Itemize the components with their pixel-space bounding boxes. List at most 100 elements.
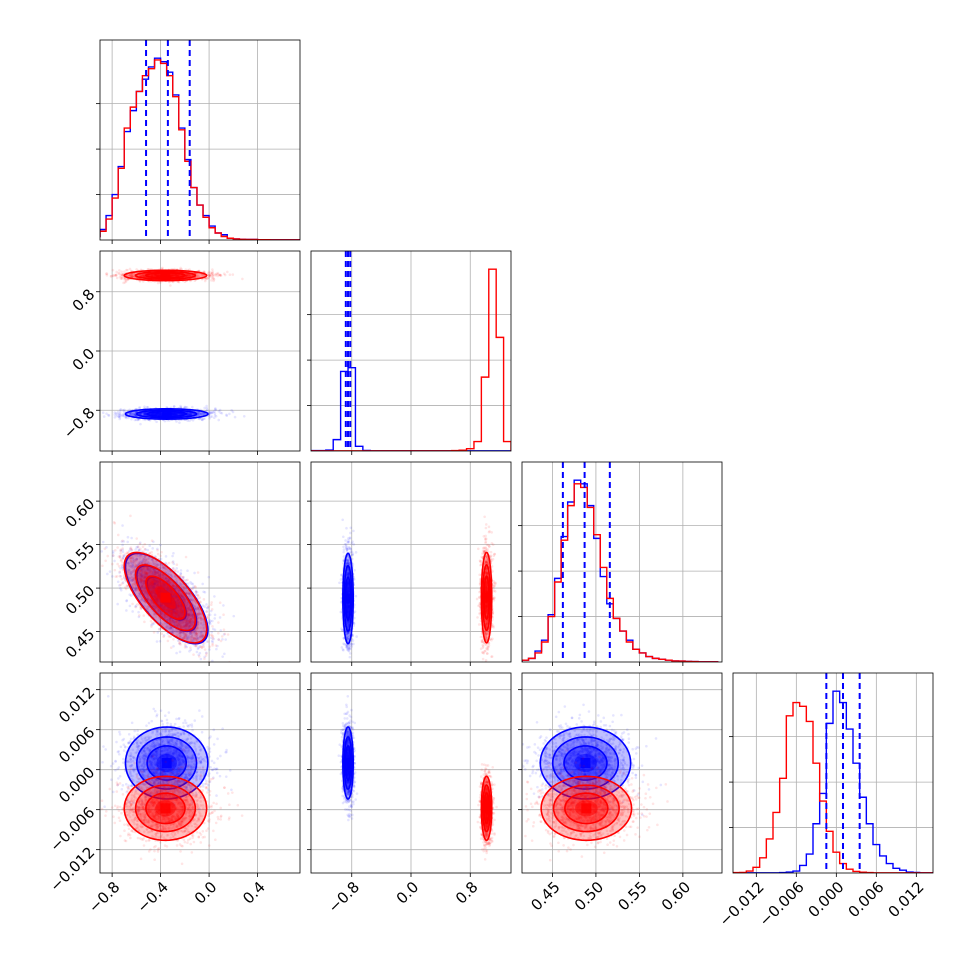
scatter-point (156, 583, 159, 587)
histogram-red-0 (100, 59, 300, 240)
scatter-point (144, 560, 148, 563)
scatter-point (165, 623, 168, 626)
scatter-point (176, 603, 180, 607)
scatter-point (161, 566, 165, 570)
scatter-point (131, 413, 134, 417)
scatter-point (175, 273, 179, 277)
scatter-point (197, 273, 201, 277)
scatter-point (173, 611, 176, 614)
scatter-point (162, 583, 166, 587)
scatter-point (142, 614, 146, 617)
scatter-point (151, 412, 154, 416)
scatter-point (148, 585, 152, 589)
scatter-point (151, 572, 155, 576)
scatter-point (198, 600, 202, 603)
scatter-point (222, 272, 226, 276)
scatter-point (188, 268, 191, 271)
x-tick-label: −0.006 (756, 878, 808, 930)
scatter-point (107, 414, 111, 417)
scatter-point (171, 627, 174, 630)
scatter-point (203, 279, 207, 283)
scatter-point (123, 270, 126, 273)
scatter-point (113, 413, 117, 416)
scatter-point (140, 274, 144, 278)
scatter-point (187, 413, 191, 416)
scatter-point (114, 273, 118, 277)
scatter-point (189, 412, 193, 415)
scatter-point (129, 570, 133, 574)
scatter-point (154, 412, 158, 416)
scatter-point (107, 413, 110, 417)
scatter-point (143, 413, 147, 416)
scatter-point (184, 623, 188, 627)
scatter-point (204, 651, 208, 655)
scatter-point (173, 595, 177, 598)
scatter-point (159, 557, 163, 561)
scatter-point (175, 274, 178, 277)
scatter-point (124, 415, 128, 418)
scatter-point (126, 278, 130, 281)
scatter-point (118, 272, 121, 275)
scatter-point (172, 551, 175, 555)
scatter-point (117, 415, 121, 419)
scatter-point (144, 558, 148, 562)
scatter-point (121, 273, 125, 276)
scatter-point (113, 273, 117, 277)
scatter-point (191, 639, 194, 642)
scatter-point (193, 571, 196, 575)
scatter-point (148, 566, 152, 570)
scatter-point (101, 540, 105, 544)
scatter-point (168, 617, 172, 620)
scatter-point (186, 273, 189, 276)
scatter-point (175, 651, 178, 655)
scatter-point (171, 631, 174, 635)
scatter-point (185, 275, 189, 278)
scatter-point (121, 414, 125, 417)
scatter-point (111, 562, 114, 566)
scatter-point (196, 637, 199, 640)
scatter-point (176, 624, 179, 628)
scatter-point (124, 280, 128, 283)
scatter-point (195, 634, 199, 638)
scatter-point (140, 573, 143, 576)
scatter-point (155, 578, 158, 582)
scatter-point (152, 273, 156, 277)
scatter-point (187, 635, 191, 638)
scatter-point (189, 632, 192, 635)
scatter-point (208, 412, 211, 415)
scatter-point (134, 586, 138, 590)
scatter-point (208, 417, 211, 420)
scatter-point (185, 405, 189, 409)
scatter-point (146, 548, 150, 552)
scatter-point (205, 408, 209, 412)
scatter-point (218, 616, 222, 619)
scatter-point (172, 644, 175, 648)
scatter-point (129, 546, 133, 549)
scatter-point (176, 639, 180, 642)
scatter-point (130, 578, 134, 582)
scatter-point (119, 549, 123, 553)
scatter-point (143, 580, 146, 583)
scatter-point (121, 524, 124, 527)
scatter-point (178, 625, 182, 629)
scatter-point (120, 273, 124, 276)
scatter-point (128, 412, 132, 415)
scatter-point (172, 567, 175, 570)
scatter-point (183, 405, 187, 409)
scatter-point (211, 274, 215, 278)
scatter-point (189, 621, 193, 624)
scatter-point (152, 412, 156, 416)
scatter-point (120, 275, 124, 279)
scatter-point (148, 571, 151, 575)
scatter-point (210, 411, 214, 414)
scatter-point (176, 599, 179, 602)
scatter-point (150, 585, 154, 588)
scatter-point (185, 591, 188, 595)
scatter-point (216, 271, 220, 275)
scatter-point (200, 274, 204, 277)
scatter-point (189, 593, 192, 596)
scatter-point (156, 580, 159, 584)
scatter-point (140, 575, 144, 578)
panel-frame-2-2 (521, 461, 723, 663)
scatter-point (179, 593, 182, 597)
